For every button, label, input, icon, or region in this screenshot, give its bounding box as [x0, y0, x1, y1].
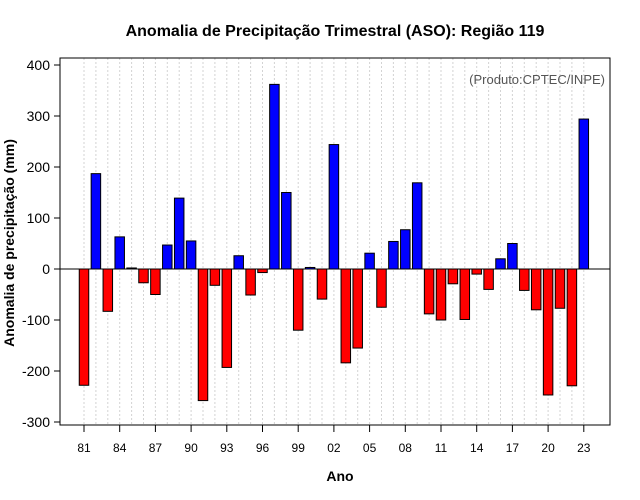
x-tick-label: 81	[77, 441, 91, 455]
y-tick-label: 300	[27, 108, 51, 124]
bar-2022	[566, 268, 578, 387]
y-tick-label: 0	[42, 261, 50, 277]
x-tick-label: 05	[363, 441, 377, 455]
bar-2019	[530, 268, 542, 311]
x-tick-label: 96	[256, 441, 270, 455]
bar-2016	[495, 258, 506, 270]
x-axis-label: Ano	[326, 468, 353, 484]
y-axis-label: Anomalia de precipitação (mm)	[1, 139, 17, 347]
x-tick-label: 02	[327, 441, 341, 455]
bar-2000	[304, 266, 316, 270]
bar-1987	[150, 268, 161, 295]
bar-2023	[578, 118, 590, 270]
bar-1996	[257, 268, 268, 274]
y-tick-label: -100	[22, 312, 50, 328]
bar-1997	[269, 83, 280, 270]
product-credit: (Produto:CPTEC/INPE)	[469, 72, 605, 87]
bar-1994	[233, 255, 244, 270]
bar-1988	[162, 244, 173, 270]
bar-2015	[483, 268, 494, 290]
y-tick-label: 100	[27, 210, 51, 226]
vertical-gridlines	[83, 58, 585, 425]
bar-2010	[423, 268, 435, 315]
bar-1999	[292, 268, 304, 331]
bar-1993	[221, 268, 233, 368]
y-axis: -300 -200 -100 0 100 200 300 400	[22, 57, 60, 430]
bar-1998	[281, 192, 292, 270]
y-tick-label: -300	[22, 414, 50, 430]
x-tick-label: 93	[220, 441, 234, 455]
bar-2004	[352, 268, 363, 349]
y-tick-label: 200	[27, 159, 51, 175]
x-tick-label: 90	[184, 441, 198, 455]
bar-1995	[245, 268, 256, 296]
x-tick-label: 84	[113, 441, 127, 455]
bar-2006	[376, 268, 387, 308]
bar-2005	[364, 252, 375, 270]
bar-2021	[554, 268, 566, 309]
bar-2007	[388, 240, 399, 270]
bar-1991	[197, 268, 209, 402]
bar-1985	[126, 267, 137, 270]
bar-2003	[340, 268, 352, 364]
bar-2008	[400, 229, 411, 270]
bar-2012	[447, 268, 459, 285]
y-tick-label: 400	[27, 57, 51, 73]
x-tick-label: 17	[506, 441, 520, 455]
bar-2017	[507, 243, 518, 270]
x-tick-label: 87	[149, 441, 163, 455]
x-tick-label: 11	[435, 441, 448, 455]
bar-1983	[102, 268, 114, 312]
x-tick-label: 23	[577, 441, 591, 455]
bar-2014	[471, 268, 482, 275]
bar-1981	[78, 268, 90, 386]
x-tick-label: 08	[399, 441, 413, 455]
plot-frame	[59, 57, 611, 426]
bar-2009	[411, 182, 423, 270]
chart-title: Anomalia de Precipitação Trimestral (ASO…	[126, 23, 545, 40]
bar-2001	[316, 268, 328, 300]
bar-2020	[542, 268, 554, 396]
bar-2013	[459, 268, 471, 320]
bar-2002	[328, 144, 340, 270]
y-tick-label: -200	[22, 363, 50, 379]
x-axis: 81 84 87 90 93 96 99 02 05 08 11 14 17 20 23	[77, 425, 591, 455]
bar-1992	[209, 268, 221, 286]
bar-1986	[138, 268, 149, 284]
bar-1989	[173, 197, 185, 270]
x-tick-label: 14	[470, 441, 484, 455]
bars	[78, 83, 590, 402]
bar-1990	[185, 240, 197, 270]
x-tick-label: 99	[292, 441, 306, 455]
bar-2018	[519, 268, 530, 291]
bar-1982	[90, 173, 102, 270]
x-tick-label: 20	[541, 441, 555, 455]
bar-1984	[114, 236, 125, 270]
bar-2011	[435, 268, 447, 321]
